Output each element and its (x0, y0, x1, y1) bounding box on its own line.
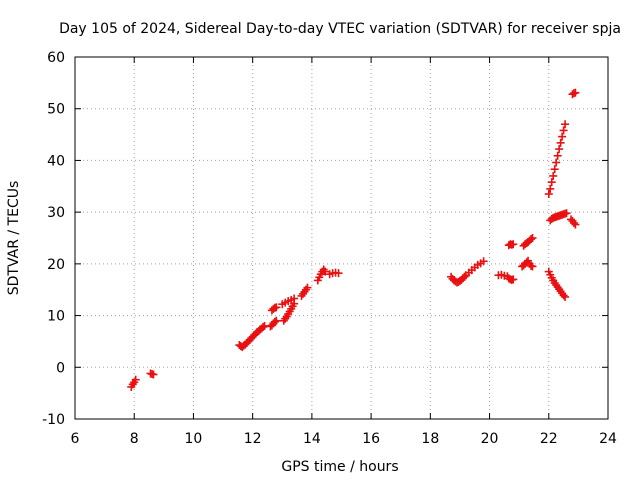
x-tick-label: 12 (244, 431, 262, 447)
x-tick-label: 16 (362, 431, 380, 447)
data-point (303, 283, 312, 292)
y-tick-label: 20 (47, 257, 65, 273)
data-point (528, 262, 537, 271)
y-tick-label: 60 (47, 50, 65, 66)
y-axis-label: SDTVAR / TECUs (6, 181, 22, 296)
data-point (546, 184, 555, 193)
data-point (460, 272, 469, 281)
x-tick-label: 18 (421, 431, 439, 447)
data-point (509, 275, 518, 284)
data-point (553, 151, 562, 160)
data-point (131, 375, 140, 384)
y-tick-label: 10 (47, 309, 65, 325)
data-point (569, 219, 578, 228)
data-point (549, 171, 558, 180)
x-tick-label: 14 (303, 431, 321, 447)
axes: 6 8 10 12 14 16 18 20 22 24 -10 0 10 20 30 40 50 60 (42, 50, 617, 447)
data-point (528, 234, 537, 242)
x-tick-label: 24 (599, 431, 617, 447)
data-point (552, 158, 561, 167)
chart-title: Day 105 of 2024, Sidereal Day-to-day VTE… (59, 21, 621, 37)
data-point (479, 257, 488, 266)
y-tick-label: 0 (56, 360, 65, 376)
x-tick-label: 22 (540, 431, 558, 447)
x-tick-label: 20 (481, 431, 499, 447)
data-point (290, 294, 299, 303)
data-point (571, 88, 580, 97)
data-point (321, 267, 330, 276)
data-point (561, 292, 570, 301)
data-point (259, 322, 268, 331)
data-point (547, 178, 556, 187)
data-point (527, 235, 536, 244)
x-tick-label: 8 (130, 431, 139, 447)
data-point (556, 138, 565, 147)
data-point (559, 126, 568, 135)
data-point (571, 220, 580, 229)
data-point (562, 209, 571, 218)
data-point (559, 291, 568, 300)
data-point (544, 190, 553, 199)
data-point (550, 165, 559, 174)
x-axis-label: GPS time / hours (281, 459, 398, 475)
y-tick-label: 40 (47, 153, 65, 169)
y-tick-label: -10 (42, 412, 65, 428)
data-point (149, 370, 158, 379)
data-point (558, 132, 567, 141)
y-tick-label: 50 (47, 102, 65, 118)
data-point (334, 269, 343, 278)
data-point (555, 145, 564, 154)
data-point (272, 303, 281, 312)
data-points (127, 88, 580, 391)
data-point (561, 120, 570, 129)
x-tick-label: 6 (71, 431, 80, 447)
grid (75, 57, 608, 419)
x-tick-label: 10 (185, 431, 203, 447)
data-point (509, 240, 518, 249)
y-tick-label: 30 (47, 205, 65, 221)
plot-frame (74, 56, 609, 420)
data-point (272, 316, 281, 325)
data-point (270, 317, 279, 326)
